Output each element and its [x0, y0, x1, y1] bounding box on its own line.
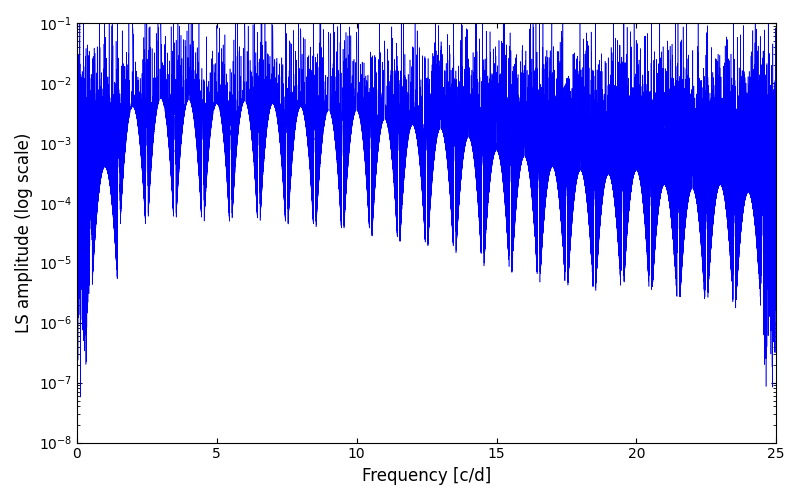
Y-axis label: LS amplitude (log scale): LS amplitude (log scale)	[15, 132, 33, 333]
X-axis label: Frequency [c/d]: Frequency [c/d]	[362, 467, 491, 485]
